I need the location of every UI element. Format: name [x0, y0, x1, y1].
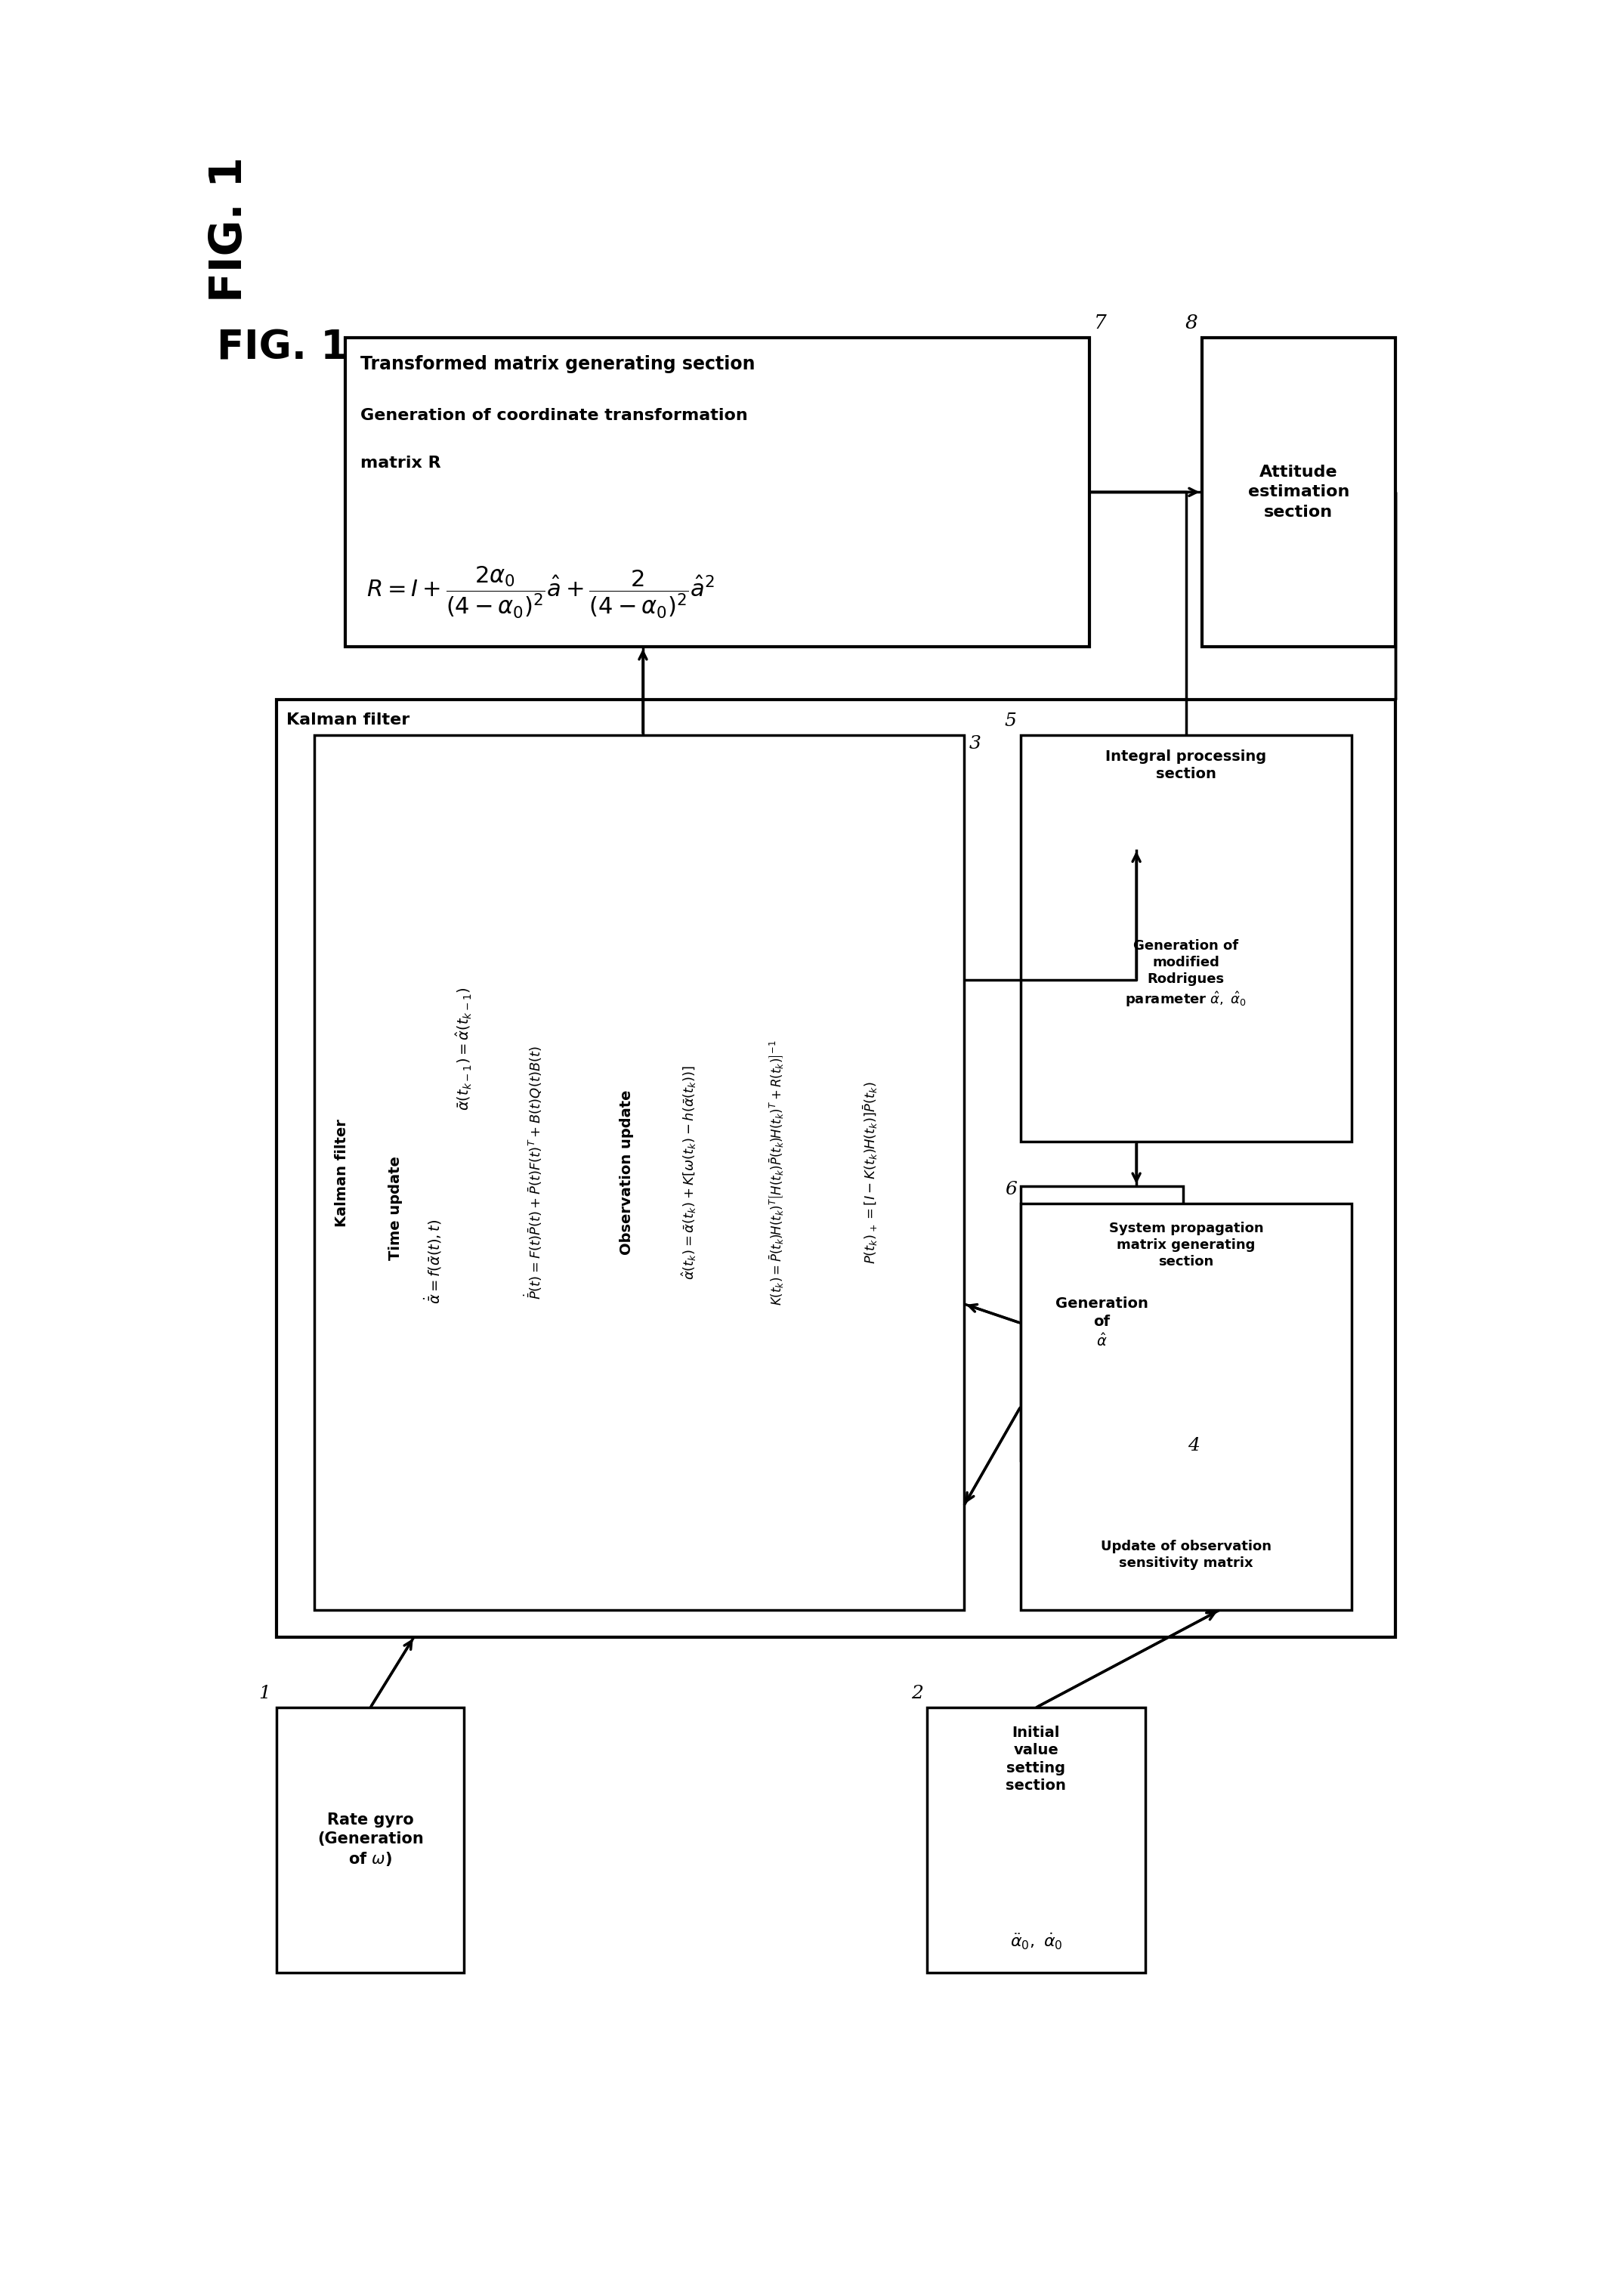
Text: $\hat{\alpha}(t_k) = \bar{\alpha}(t_k) + K\left[\omega(t_k) - h(\bar{\alpha}(t_k: $\hat{\alpha}(t_k) = \bar{\alpha}(t_k) +… [681, 1065, 698, 1281]
Bar [315, 735, 965, 1609]
Text: Initial
value
setting
section: Initial value setting section [1007, 1724, 1066, 1793]
Text: $\dot{\bar{\alpha}} = f(\bar{\alpha}(t), t)$: $\dot{\bar{\alpha}} = f(\bar{\alpha}(t),… [423, 1219, 444, 1304]
Text: Kalman filter: Kalman filter [287, 712, 410, 728]
Text: Observation update: Observation update [619, 1091, 634, 1256]
Text: Generation of coordinate transformation: Generation of coordinate transformation [360, 409, 748, 422]
Text: Rate gyro
(Generation
of $\omega$): Rate gyro (Generation of $\omega$) [318, 1812, 424, 1867]
Text: FIG. 1: FIG. 1 [216, 328, 348, 367]
Text: $K(t_k) = \bar{P}(t_k)H(t_k)^T\left[H(t_k)\bar{P}(t_k)H(t_k)^T + R(t_k)\right]^{: $K(t_k) = \bar{P}(t_k)H(t_k)^T\left[H(t_… [768, 1040, 786, 1306]
Bar [1202, 338, 1395, 647]
Bar [277, 700, 1395, 1637]
Text: Generation
of
$\hat{\alpha}$: Generation of $\hat{\alpha}$ [1055, 1297, 1148, 1350]
Text: Integral processing
section: Integral processing section [1105, 748, 1266, 781]
Text: Kalman filter: Kalman filter [334, 1118, 348, 1226]
Text: 4: 4 [1187, 1437, 1200, 1456]
Bar [277, 1708, 465, 1972]
Text: 6: 6 [1005, 1180, 1016, 1199]
Text: System propagation
matrix generating
section: System propagation matrix generating sec… [1108, 1221, 1263, 1267]
Text: Transformed matrix generating section: Transformed matrix generating section [360, 356, 755, 374]
Text: Generation of
modified
Rodrigues
parameter $\hat{\alpha},\ \hat{\alpha}_0$: Generation of modified Rodrigues paramet… [1126, 939, 1247, 1008]
Text: $\bar{\alpha}(t_{k-1}) = \hat{\alpha}(t_{k-1})$: $\bar{\alpha}(t_{k-1}) = \hat{\alpha}(t_… [455, 987, 474, 1111]
Text: $P(t_k)_+ = \left[I - K(t_k)H(t_k)\right]\bar{P}(t_k)$: $P(t_k)_+ = \left[I - K(t_k)H(t_k)\right… [861, 1081, 879, 1265]
Bar [926, 1708, 1145, 1972]
Text: 1: 1 [258, 1685, 271, 1701]
Text: Time update: Time update [389, 1155, 403, 1261]
Text: $\ddot{\alpha}_0,\ \dot{\alpha}_0$: $\ddot{\alpha}_0,\ \dot{\alpha}_0$ [1010, 1931, 1063, 1952]
Text: 3: 3 [969, 735, 981, 753]
Bar [1021, 1187, 1182, 1460]
Text: 2: 2 [911, 1685, 923, 1701]
Text: $R = I + \dfrac{2\alpha_0}{(4-\alpha_0)^2}\hat{a} + \dfrac{2}{(4-\alpha_0)^2}\ha: $R = I + \dfrac{2\alpha_0}{(4-\alpha_0)^… [366, 565, 715, 620]
Bar [1021, 1203, 1352, 1609]
Bar [1021, 735, 1352, 1141]
Text: 5: 5 [1005, 712, 1016, 730]
Text: 8: 8 [1186, 312, 1198, 333]
Bar [345, 338, 1089, 647]
Text: $\dot{\bar{P}}(t) = F(t)\bar{P}(t) + \bar{P}(t)F(t)^T + B(t)Q(t)B(t)$: $\dot{\bar{P}}(t) = F(t)\bar{P}(t) + \ba… [523, 1045, 544, 1300]
Text: matrix R: matrix R [360, 457, 440, 471]
Text: Attitude
estimation
section: Attitude estimation section [1248, 464, 1350, 519]
Text: Update of observation
sensitivity matrix: Update of observation sensitivity matrix [1100, 1541, 1271, 1570]
Text: 7: 7 [1094, 312, 1107, 333]
Text: FIG. 1: FIG. 1 [208, 156, 252, 303]
